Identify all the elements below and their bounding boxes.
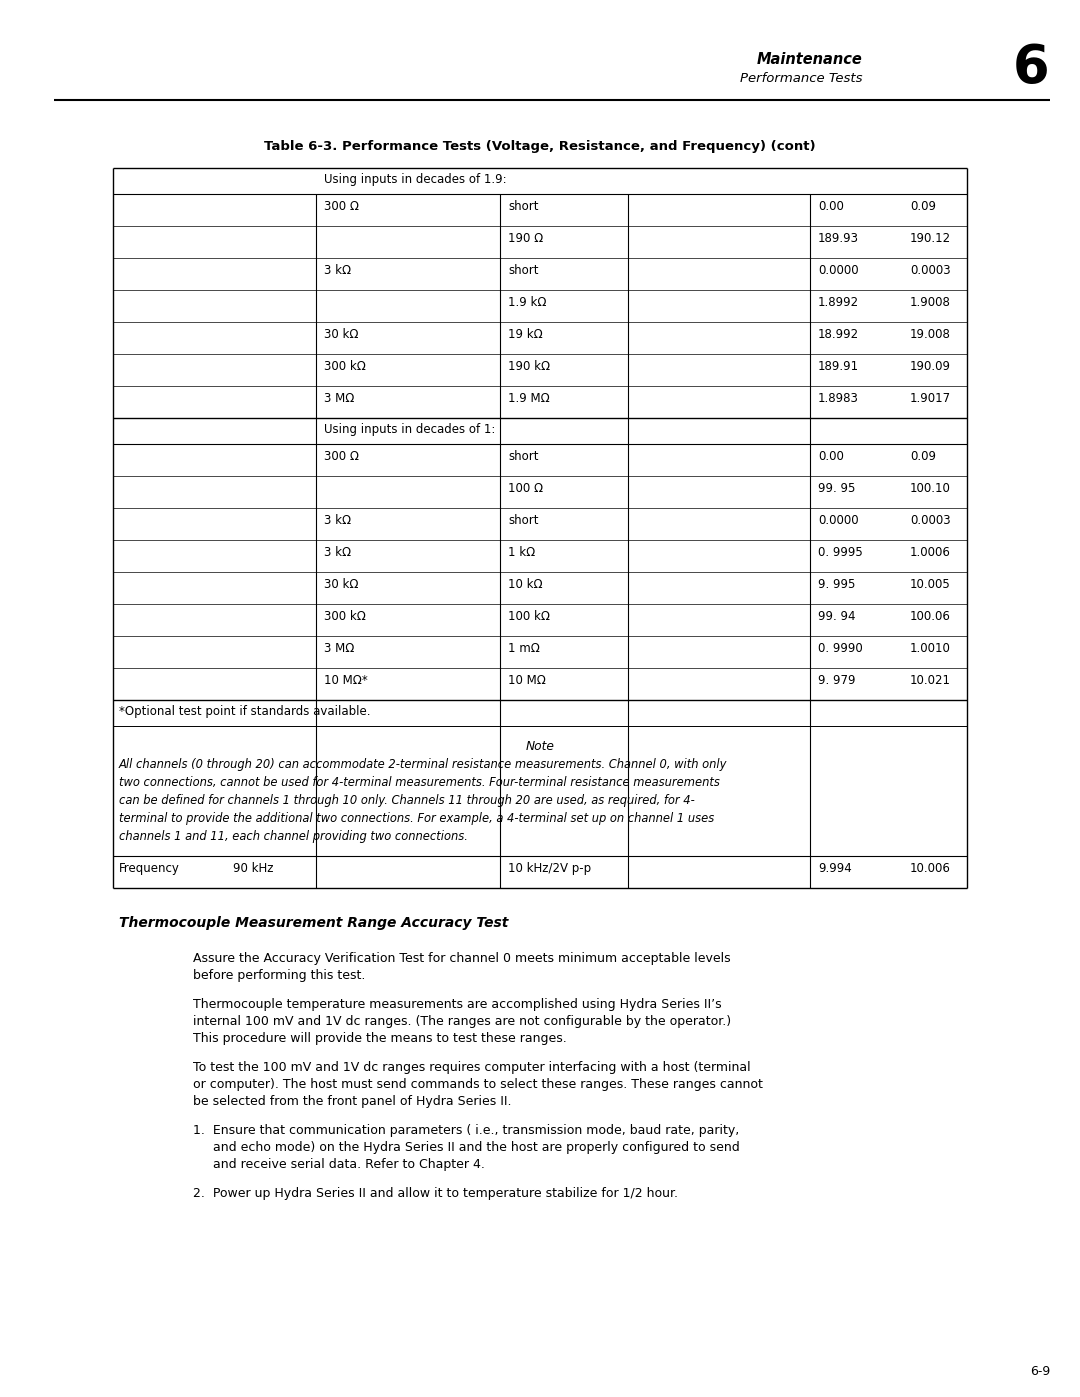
Text: *Optional test point if standards available.: *Optional test point if standards availa… <box>119 705 370 718</box>
Text: 0.0000: 0.0000 <box>818 264 859 277</box>
Text: short: short <box>508 200 539 212</box>
Text: 10 MΩ*: 10 MΩ* <box>324 673 368 687</box>
Text: before performing this test.: before performing this test. <box>193 970 365 982</box>
Text: 10.006: 10.006 <box>910 862 950 875</box>
Text: and receive serial data. Refer to Chapter 4.: and receive serial data. Refer to Chapte… <box>193 1158 485 1171</box>
Text: Table 6-3. Performance Tests (Voltage, Resistance, and Frequency) (cont): Table 6-3. Performance Tests (Voltage, R… <box>265 140 815 154</box>
Text: 1.  Ensure that communication parameters ( i.e., transmission mode, baud rate, p: 1. Ensure that communication parameters … <box>193 1125 739 1137</box>
Text: 189.93: 189.93 <box>818 232 859 244</box>
Text: 300 Ω: 300 Ω <box>324 200 359 212</box>
Text: 6: 6 <box>1013 42 1050 94</box>
Text: 190 kΩ: 190 kΩ <box>508 360 550 373</box>
Text: To test the 100 mV and 1V dc ranges requires computer interfacing with a host (t: To test the 100 mV and 1V dc ranges requ… <box>193 1060 751 1074</box>
Text: Using inputs in decades of 1.9:: Using inputs in decades of 1.9: <box>324 173 507 186</box>
Text: This procedure will provide the means to test these ranges.: This procedure will provide the means to… <box>193 1032 567 1045</box>
Text: 1.0006: 1.0006 <box>910 546 950 559</box>
Text: 9. 995: 9. 995 <box>818 578 855 591</box>
Text: 1 kΩ: 1 kΩ <box>508 546 536 559</box>
Text: 9.994: 9.994 <box>818 862 852 875</box>
Text: 10.021: 10.021 <box>910 673 951 687</box>
Text: 0.0003: 0.0003 <box>910 264 950 277</box>
Text: 190.09: 190.09 <box>910 360 951 373</box>
Text: 100 Ω: 100 Ω <box>508 482 543 495</box>
Text: Assure the Accuracy Verification Test for channel 0 meets minimum acceptable lev: Assure the Accuracy Verification Test fo… <box>193 951 731 965</box>
Text: 0.00: 0.00 <box>818 450 843 462</box>
Text: 30 kΩ: 30 kΩ <box>324 328 359 341</box>
Text: internal 100 mV and 1V dc ranges. (The ranges are not configurable by the operat: internal 100 mV and 1V dc ranges. (The r… <box>193 1016 731 1028</box>
Text: 3 kΩ: 3 kΩ <box>324 264 351 277</box>
Text: terminal to provide the additional two connections. For example, a 4-terminal se: terminal to provide the additional two c… <box>119 812 714 826</box>
Text: and echo mode) on the Hydra Series II and the host are properly configured to se: and echo mode) on the Hydra Series II an… <box>193 1141 740 1154</box>
Text: 10.005: 10.005 <box>910 578 950 591</box>
Text: 189.91: 189.91 <box>818 360 859 373</box>
Text: Maintenance: Maintenance <box>756 52 862 67</box>
Text: 18.992: 18.992 <box>818 328 859 341</box>
Text: 3 MΩ: 3 MΩ <box>324 643 354 655</box>
Text: 1.9 MΩ: 1.9 MΩ <box>508 393 550 405</box>
Text: two connections, cannot be used for 4-terminal measurements. Four-terminal resis: two connections, cannot be used for 4-te… <box>119 775 720 789</box>
Text: 99. 95: 99. 95 <box>818 482 855 495</box>
Text: be selected from the front panel of Hydra Series II.: be selected from the front panel of Hydr… <box>193 1095 512 1108</box>
Text: 300 kΩ: 300 kΩ <box>324 360 366 373</box>
Text: or computer). The host must send commands to select these ranges. These ranges c: or computer). The host must send command… <box>193 1078 762 1091</box>
Text: 100.10: 100.10 <box>910 482 950 495</box>
Text: 1 mΩ: 1 mΩ <box>508 643 540 655</box>
Text: 300 Ω: 300 Ω <box>324 450 359 462</box>
Text: can be defined for channels 1 through 10 only. Channels 11 through 20 are used, : can be defined for channels 1 through 10… <box>119 793 694 807</box>
Text: 2.  Power up Hydra Series II and allow it to temperature stabilize for 1/2 hour.: 2. Power up Hydra Series II and allow it… <box>193 1187 678 1200</box>
Text: 90 kHz: 90 kHz <box>233 862 273 875</box>
Text: 190 Ω: 190 Ω <box>508 232 543 244</box>
Text: 0.0003: 0.0003 <box>910 514 950 527</box>
Text: 190.12: 190.12 <box>910 232 951 244</box>
Text: 0. 9990: 0. 9990 <box>818 643 863 655</box>
Text: Thermocouple Measurement Range Accuracy Test: Thermocouple Measurement Range Accuracy … <box>119 916 509 930</box>
Text: 10 kHz/2V p-p: 10 kHz/2V p-p <box>508 862 591 875</box>
Text: 100 kΩ: 100 kΩ <box>508 610 550 623</box>
Text: 3 kΩ: 3 kΩ <box>324 514 351 527</box>
Text: 1.0010: 1.0010 <box>910 643 950 655</box>
Text: channels 1 and 11, each channel providing two connections.: channels 1 and 11, each channel providin… <box>119 830 468 842</box>
Text: 0.09: 0.09 <box>910 450 936 462</box>
Text: short: short <box>508 450 539 462</box>
Text: 1.9 kΩ: 1.9 kΩ <box>508 296 546 309</box>
Text: 10 MΩ: 10 MΩ <box>508 673 545 687</box>
Text: short: short <box>508 514 539 527</box>
Text: short: short <box>508 264 539 277</box>
Text: Frequency: Frequency <box>119 862 180 875</box>
Text: Performance Tests: Performance Tests <box>740 73 862 85</box>
Text: Thermocouple temperature measurements are accomplished using Hydra Series II’s: Thermocouple temperature measurements ar… <box>193 997 721 1011</box>
Text: 6-9: 6-9 <box>1029 1365 1050 1377</box>
Text: 30 kΩ: 30 kΩ <box>324 578 359 591</box>
Text: 1.9017: 1.9017 <box>910 393 951 405</box>
Text: 19 kΩ: 19 kΩ <box>508 328 543 341</box>
Text: 9. 979: 9. 979 <box>818 673 855 687</box>
Text: 100.06: 100.06 <box>910 610 950 623</box>
Text: 3 MΩ: 3 MΩ <box>324 393 354 405</box>
Text: 99. 94: 99. 94 <box>818 610 855 623</box>
Text: 10 kΩ: 10 kΩ <box>508 578 542 591</box>
Text: Note: Note <box>526 740 554 753</box>
Text: 300 kΩ: 300 kΩ <box>324 610 366 623</box>
Text: All channels (0 through 20) can accommodate 2-terminal resistance measurements. : All channels (0 through 20) can accommod… <box>119 759 727 771</box>
Text: 1.8983: 1.8983 <box>818 393 859 405</box>
Text: 1.9008: 1.9008 <box>910 296 950 309</box>
Text: 0.00: 0.00 <box>818 200 843 212</box>
Text: 0.0000: 0.0000 <box>818 514 859 527</box>
Text: 19.008: 19.008 <box>910 328 950 341</box>
Text: 1.8992: 1.8992 <box>818 296 859 309</box>
Text: 0.09: 0.09 <box>910 200 936 212</box>
Text: 0. 9995: 0. 9995 <box>818 546 863 559</box>
Text: Using inputs in decades of 1:: Using inputs in decades of 1: <box>324 423 496 436</box>
Text: 3 kΩ: 3 kΩ <box>324 546 351 559</box>
